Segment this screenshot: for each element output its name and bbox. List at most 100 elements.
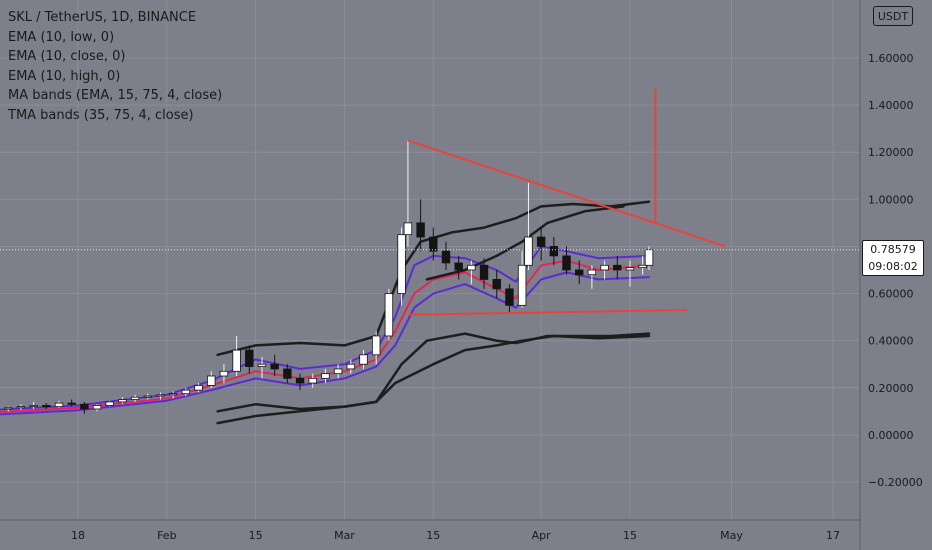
y-tick-label: 1.60000 [868,52,914,65]
candle-body [105,401,114,406]
candle [207,371,216,388]
legend-tma-bands[interactable]: TMA bands (35, 75, 4, close) [8,107,194,123]
candle-body [638,264,647,269]
candle [118,397,127,405]
candle [16,404,26,411]
candle-body [29,405,38,408]
currency-label[interactable]: USDT [873,6,913,26]
candle-body [644,249,654,266]
candle-body [416,222,425,238]
candle [346,359,356,374]
candle [29,401,38,409]
last-price-value: 0.78579 [870,243,916,256]
candle [67,399,76,407]
candle [384,288,394,341]
candle [613,255,622,280]
candle [219,364,229,384]
candle-body [454,262,463,271]
candle-body [92,405,102,410]
candle-body [359,354,368,365]
candle [257,357,267,379]
candle-body [219,370,229,377]
candle-body [232,349,241,372]
x-tick-label: Apr [532,529,552,542]
candle-body [613,264,622,271]
candle-body [194,385,203,391]
candle [130,394,140,402]
candle [524,182,533,270]
candle-body [143,395,152,398]
candle [467,260,476,285]
line-middle_band_lower [216,334,651,425]
candle-body [4,407,13,410]
candle-body [257,363,267,367]
candle [105,400,114,407]
candle-body [403,222,413,236]
candle [454,255,463,280]
candle [397,227,406,306]
candle-body [549,246,559,257]
candle-body [270,363,279,370]
candle-body [467,264,476,271]
candle-body [600,264,609,271]
trendline [407,139,726,248]
y-tick-label: 0.00000 [868,429,914,442]
candle-body [346,363,356,370]
candle-body [479,264,489,280]
candle [536,227,546,261]
indicator-lines [0,200,651,425]
x-tick-label: 17 [826,529,840,542]
candle-body [536,236,546,247]
candle-body [168,393,178,396]
candle [517,251,527,308]
candle [600,260,609,280]
candle-body [130,396,140,400]
candle-body [80,403,89,410]
legend-ema-close[interactable]: EMA (10, close, 0) [8,49,126,64]
y-tick-label: 1.20000 [868,146,914,159]
legend-ema-low[interactable]: EMA (10, low, 0) [8,29,115,45]
candle-body [54,402,64,408]
x-tick-label: Mar [334,529,355,542]
candle [479,258,489,289]
candle [54,400,64,408]
y-tick-label: 0.40000 [868,335,914,348]
legend-symbol[interactable]: SKL / TetherUS, 1D, BINANCE [8,10,197,25]
candle-body [562,255,571,271]
y-tick-label: 1.00000 [868,193,914,206]
candle-body [295,377,305,384]
candle-body [42,405,51,408]
candle [194,383,203,393]
candle [270,354,279,376]
candle [638,255,647,275]
candle-body [429,236,438,252]
candle [587,265,597,289]
candle [181,387,191,397]
candle [492,270,501,299]
candle-body [67,402,76,405]
candle-body [505,288,514,306]
candle-body [492,279,501,290]
legend-ma-bands[interactable]: MA bands (EMA, 15, 75, 4, close) [8,88,223,103]
candle [505,284,514,313]
y-tick-label: 0.60000 [868,288,914,301]
x-tick-label: 18 [71,529,85,542]
candle-body [441,250,451,264]
candle [283,364,292,384]
candle [232,335,241,376]
candlesticks [4,140,654,414]
candle-body [625,267,635,271]
legend-ema-high[interactable]: EMA (10, high, 0) [8,68,121,84]
candle-body [384,293,394,337]
candle [644,246,654,270]
y-tick-label: −0.20000 [868,476,923,489]
candle-body [371,335,381,356]
candle [359,350,368,369]
candle [80,401,89,414]
line-ema_close [0,259,650,414]
candle-body [517,264,527,306]
candle [625,260,635,287]
candle-body [321,373,330,379]
